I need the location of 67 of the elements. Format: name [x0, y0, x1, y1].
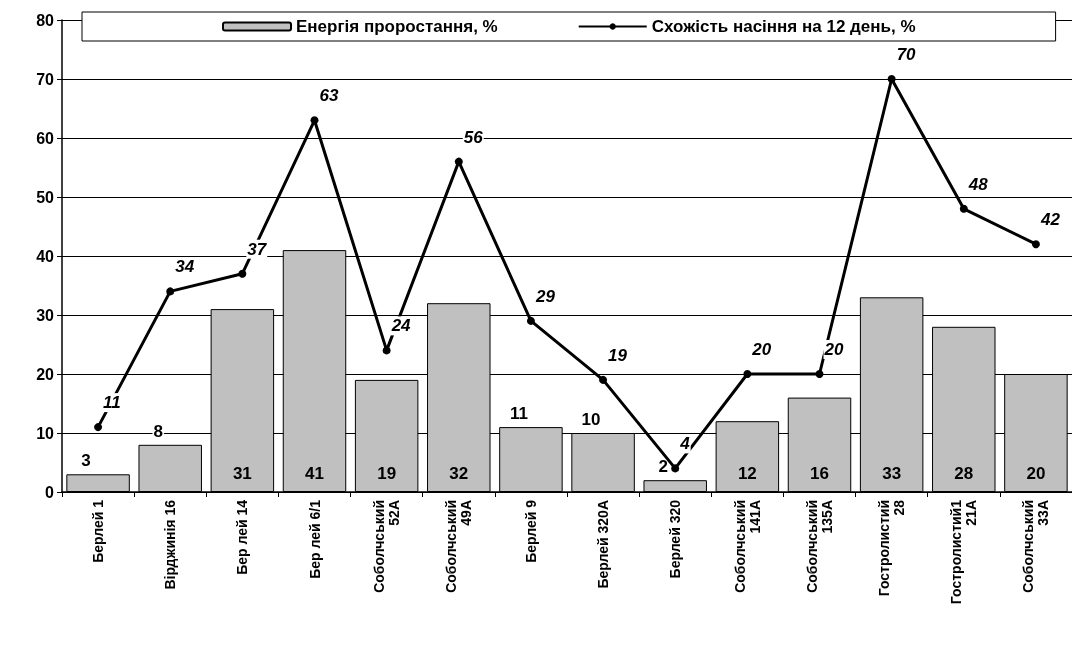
point: [238, 269, 247, 278]
data-label: 2: [658, 457, 668, 477]
data-label: 33: [882, 464, 902, 483]
point: [310, 116, 319, 125]
point: [166, 287, 175, 296]
y-tick-label: 30: [36, 306, 55, 324]
x-tick-label: Берлей 1: [90, 499, 107, 563]
data-label: 19: [608, 345, 628, 365]
data-label: 63: [319, 86, 339, 106]
data-label: 34: [175, 257, 195, 277]
x-tick-label: Берлей 320: [667, 499, 684, 579]
data-label: 11: [103, 393, 121, 413]
point: [382, 346, 391, 355]
legend-label: Енергія проростання, %: [296, 17, 498, 36]
x-tick-label: Бер лей 14: [234, 499, 251, 575]
x-tick-label: Соболчський 141А: [731, 500, 763, 593]
x-tick-label: Соболчський 33А: [1020, 500, 1052, 593]
y-tick-label: 60: [36, 129, 55, 147]
data-label: 24: [390, 316, 412, 336]
point: [94, 423, 103, 432]
data-label: 8: [153, 421, 163, 441]
x-tick-label: Берлей 320А: [595, 500, 612, 589]
data-label: 29: [534, 286, 556, 306]
x-tick-label: Гостролистий1 21А: [948, 499, 980, 605]
data-label: 32: [449, 464, 469, 483]
point: [959, 204, 968, 213]
point: [743, 370, 752, 378]
point: [815, 370, 824, 378]
y-tick-label: 10: [36, 424, 55, 442]
x-tick-label: Соболчський 52А: [371, 500, 403, 593]
data-label: 3: [81, 451, 91, 471]
point: [1031, 240, 1040, 249]
data-label: 4: [679, 434, 691, 454]
data-label: 19: [377, 464, 397, 483]
data-label: 31: [232, 464, 252, 483]
data-label: 12: [737, 464, 757, 483]
x-tick-label: Бер лей 6/1: [306, 499, 323, 579]
y-tick-label: 50: [36, 188, 55, 206]
x-tick-label: Соболчський 49А: [443, 500, 475, 593]
data-label: 10: [581, 410, 601, 429]
legend-label: Схожість насіння на 12 день, %: [651, 17, 916, 36]
data-label: 70: [896, 45, 917, 64]
x-tick-label: Гостролистий 28: [876, 499, 908, 597]
data-label: 20: [823, 340, 844, 359]
point: [526, 316, 535, 325]
y-tick-label: 40: [36, 247, 55, 265]
data-label: 11: [509, 404, 528, 424]
point: [599, 375, 608, 384]
data-label: 56: [463, 127, 484, 147]
point: [671, 464, 680, 473]
y-tick-label: 80: [36, 11, 55, 29]
x-tick-label: Берлей 9: [522, 499, 539, 563]
data-label: 16: [810, 464, 829, 483]
x-tick-label: Соболчський 135А: [804, 500, 835, 593]
y-tick-label: 70: [36, 70, 55, 88]
data-label: 42: [1039, 210, 1061, 230]
data-label: 48: [967, 174, 989, 194]
data-label: 28: [954, 464, 974, 483]
y-tick-label: 0: [45, 483, 55, 501]
y-tick-label: 20: [36, 365, 55, 383]
data-label: 20: [751, 340, 772, 359]
point: [887, 75, 896, 83]
data-label: 20: [1026, 464, 1046, 483]
data-label: 41: [305, 464, 324, 483]
point: [454, 157, 463, 166]
data-label: 37: [247, 239, 268, 259]
x-tick-label: Вірджинія 16: [162, 499, 179, 590]
